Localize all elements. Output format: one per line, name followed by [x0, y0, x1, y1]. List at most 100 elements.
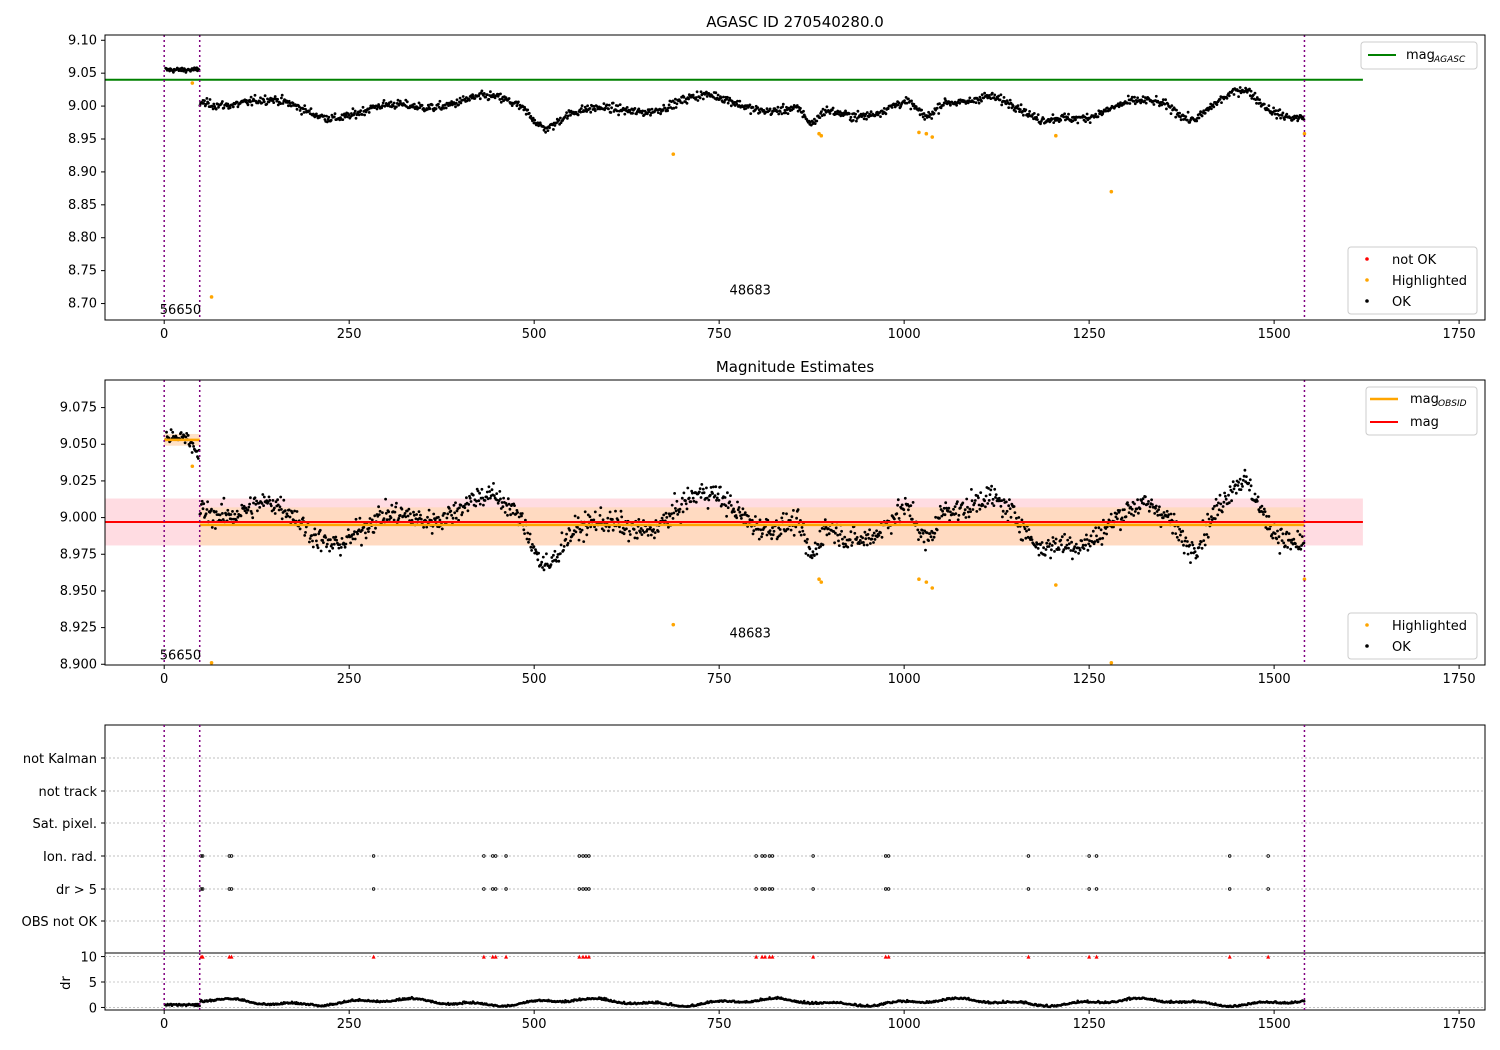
- dr-clipped-marker: [760, 954, 765, 959]
- y-tick-label: 9.075: [60, 401, 97, 416]
- ok-point: [757, 537, 761, 541]
- ok-point: [981, 504, 985, 507]
- ok-point: [855, 536, 859, 539]
- ok-point: [1165, 509, 1169, 513]
- ok-point: [1009, 515, 1013, 519]
- ok-point: [568, 528, 572, 532]
- ok-point: [1248, 478, 1252, 482]
- ok-point: [510, 104, 514, 107]
- ok-point: [1053, 541, 1057, 545]
- ok-point: [247, 505, 251, 509]
- ok-point: [631, 111, 634, 115]
- ok-point: [280, 508, 283, 511]
- ok-point: [273, 512, 277, 515]
- ok-point: [593, 109, 597, 113]
- ok-point: [1203, 111, 1207, 115]
- ok-point: [454, 516, 458, 520]
- ok-point: [1048, 542, 1052, 546]
- ok-point: [843, 535, 847, 539]
- ok-point: [308, 540, 311, 544]
- ok-point: [1200, 546, 1204, 550]
- ok-point: [1279, 116, 1282, 120]
- ok-point: [1000, 499, 1004, 502]
- ok-point: [1276, 541, 1280, 545]
- ok-point: [1158, 505, 1161, 509]
- ok-point: [1215, 103, 1219, 106]
- ok-point: [385, 518, 389, 522]
- ok-point: [492, 482, 495, 485]
- dr-clipped-marker: [1026, 954, 1031, 959]
- ok-point: [210, 507, 213, 511]
- dr-clipped-marker: [886, 954, 891, 959]
- ok-point: [455, 98, 459, 102]
- ok-point: [726, 101, 730, 105]
- ok-point: [586, 513, 590, 517]
- x-tick-label: 250: [337, 1017, 362, 1032]
- ok-point: [705, 486, 708, 490]
- ok-point: [637, 107, 641, 111]
- ok-point: [593, 510, 597, 514]
- ok-point: [1193, 550, 1197, 554]
- ok-point: [214, 527, 217, 530]
- ok-point: [492, 494, 496, 497]
- dr-clipped-marker: [200, 954, 205, 959]
- ok-point: [1199, 540, 1203, 544]
- highlighted-point: [819, 133, 824, 138]
- ok-point: [329, 538, 332, 542]
- ok-point: [928, 115, 931, 119]
- ok-point: [499, 100, 503, 104]
- ok-point: [639, 527, 643, 530]
- ok-point: [572, 532, 575, 536]
- ok-point: [329, 118, 333, 122]
- ok-point: [285, 512, 289, 516]
- ok-point: [1267, 104, 1271, 107]
- ok-point: [325, 114, 328, 118]
- ok-point: [1001, 515, 1004, 519]
- ok-point: [768, 107, 772, 111]
- flag-event-marker: [200, 887, 205, 891]
- ok-point: [276, 503, 280, 507]
- ok-point: [1175, 535, 1179, 539]
- ok-point: [896, 503, 899, 507]
- obs-id-label: 56650: [160, 303, 201, 318]
- highlighted-point: [671, 622, 676, 627]
- ok-point: [272, 101, 276, 104]
- ok-point: [1155, 510, 1159, 513]
- ok-point: [713, 494, 717, 498]
- highlighted-point: [1302, 577, 1307, 581]
- ok-point: [938, 102, 941, 106]
- ok-point: [212, 102, 216, 106]
- ok-point: [978, 95, 982, 99]
- y-tick-label: 8.75: [68, 264, 97, 279]
- ok-point: [1180, 540, 1184, 543]
- ok-point: [966, 101, 970, 105]
- ok-point: [290, 511, 294, 515]
- ok-point: [541, 566, 544, 569]
- ok-point: [698, 487, 702, 490]
- ok-point: [360, 113, 364, 116]
- ok-point: [480, 89, 484, 93]
- ok-point: [253, 93, 257, 97]
- ok-point: [552, 127, 555, 131]
- ok-point: [628, 529, 631, 533]
- ok-point: [861, 536, 864, 540]
- ok-point: [1132, 99, 1136, 103]
- ok-point: [235, 509, 239, 513]
- ok-point: [1004, 500, 1008, 504]
- ok-point: [483, 499, 487, 502]
- ok-point: [185, 432, 189, 435]
- ok-point: [288, 101, 292, 105]
- obs-id-label: 48683: [730, 283, 771, 298]
- ok-point: [886, 526, 890, 530]
- ok-point: [865, 543, 869, 547]
- ok-point: [963, 508, 967, 512]
- ok-point: [1050, 548, 1053, 552]
- ok-point: [550, 556, 554, 559]
- ok-point: [1074, 550, 1077, 554]
- ok-point: [623, 112, 627, 116]
- ok-point: [584, 107, 588, 111]
- ok-point: [855, 119, 858, 123]
- ok-point: [460, 513, 464, 517]
- ok-point: [1146, 502, 1150, 506]
- ok-point: [1073, 545, 1077, 548]
